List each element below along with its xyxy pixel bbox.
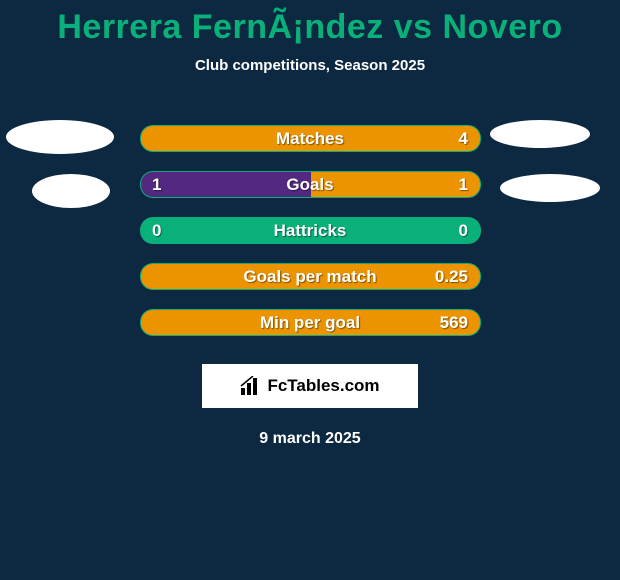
stat-rows: Matches 4 Goals 1 1 Hattricks 0 0 Goals per matc… [0, 116, 620, 346]
stat-row: Goals per match 0.25 [0, 254, 620, 300]
player-right-photo [490, 120, 590, 148]
player-left-photo [6, 120, 114, 154]
subtitle: Club competitions, Season 2025 [0, 57, 620, 74]
stat-value-right: 4 [459, 129, 468, 149]
stat-value-left: 0 [152, 221, 161, 241]
stat-label: Matches [276, 129, 344, 149]
stat-row: Hattricks 0 0 [0, 208, 620, 254]
stat-value-left: 1 [152, 175, 161, 195]
comparison-infographic: Herrera FernÃ¡ndez vs Novero Club compet… [0, 0, 620, 580]
stat-label: Goals per match [243, 267, 376, 287]
logo-text: FcTables.com [267, 376, 379, 396]
stat-value-right: 0 [459, 221, 468, 241]
date-text: 9 march 2025 [0, 430, 620, 448]
bar-chart-icon [240, 376, 262, 396]
bar-fill-left [141, 172, 311, 197]
source-logo: FcTables.com [202, 364, 418, 408]
page-title: Herrera FernÃ¡ndez vs Novero [0, 0, 620, 47]
stat-label: Hattricks [274, 221, 347, 241]
stat-value-right: 569 [440, 313, 468, 333]
stat-label: Min per goal [260, 313, 360, 333]
bar-fill-right [311, 172, 481, 197]
stat-value-right: 1 [459, 175, 468, 195]
stat-label: Goals [286, 175, 333, 195]
player-right-photo-2 [500, 174, 600, 202]
stat-value-right: 0.25 [435, 267, 468, 287]
stat-row: Min per goal 569 [0, 300, 620, 346]
player-left-photo-2 [32, 174, 110, 208]
